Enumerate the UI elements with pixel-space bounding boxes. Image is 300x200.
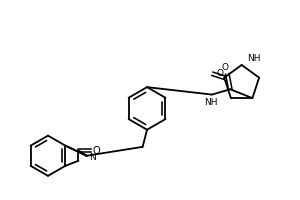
Text: NH: NH [204, 98, 218, 107]
Text: O: O [217, 69, 224, 78]
Text: O: O [92, 146, 100, 156]
Text: O: O [221, 63, 228, 72]
Text: NH: NH [247, 54, 260, 63]
Text: N: N [88, 153, 95, 162]
